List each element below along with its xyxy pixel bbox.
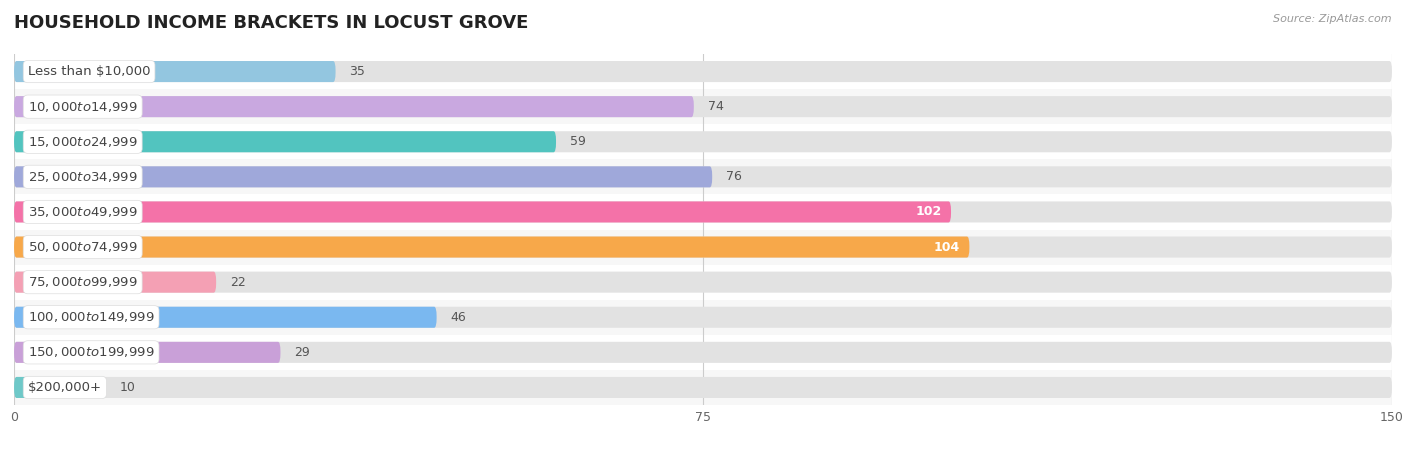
Text: $100,000 to $149,999: $100,000 to $149,999	[28, 310, 155, 324]
Text: 102: 102	[915, 206, 942, 218]
FancyBboxPatch shape	[14, 61, 336, 82]
Text: Source: ZipAtlas.com: Source: ZipAtlas.com	[1274, 14, 1392, 23]
Bar	[14, 300, 1392, 335]
Text: $25,000 to $34,999: $25,000 to $34,999	[28, 170, 138, 184]
Bar	[14, 54, 1392, 89]
Text: 22: 22	[231, 276, 246, 288]
FancyBboxPatch shape	[14, 96, 1392, 117]
Text: $10,000 to $14,999: $10,000 to $14,999	[28, 99, 138, 114]
Text: Less than $10,000: Less than $10,000	[28, 65, 150, 78]
FancyBboxPatch shape	[14, 342, 1392, 363]
FancyBboxPatch shape	[14, 237, 969, 257]
FancyBboxPatch shape	[14, 307, 1392, 328]
Text: 35: 35	[349, 65, 366, 78]
Bar	[14, 159, 1392, 194]
Text: 29: 29	[294, 346, 309, 359]
Text: 74: 74	[707, 100, 724, 113]
FancyBboxPatch shape	[14, 377, 105, 398]
FancyBboxPatch shape	[14, 342, 280, 363]
FancyBboxPatch shape	[14, 131, 1392, 152]
Text: 104: 104	[934, 241, 960, 253]
Bar	[14, 230, 1392, 265]
Text: $15,000 to $24,999: $15,000 to $24,999	[28, 135, 138, 149]
Text: $200,000+: $200,000+	[28, 381, 101, 394]
Bar	[14, 335, 1392, 370]
Bar	[14, 265, 1392, 300]
FancyBboxPatch shape	[14, 131, 555, 152]
Text: $150,000 to $199,999: $150,000 to $199,999	[28, 345, 155, 360]
FancyBboxPatch shape	[14, 272, 1392, 292]
FancyBboxPatch shape	[14, 307, 437, 328]
Text: $35,000 to $49,999: $35,000 to $49,999	[28, 205, 138, 219]
FancyBboxPatch shape	[14, 237, 1392, 257]
Text: 76: 76	[725, 171, 742, 183]
Text: 59: 59	[569, 135, 586, 148]
Bar	[14, 370, 1392, 405]
FancyBboxPatch shape	[14, 272, 217, 292]
FancyBboxPatch shape	[14, 166, 1392, 187]
Bar	[14, 124, 1392, 159]
FancyBboxPatch shape	[14, 166, 713, 187]
FancyBboxPatch shape	[14, 202, 950, 222]
Bar	[14, 194, 1392, 230]
FancyBboxPatch shape	[14, 202, 1392, 222]
Bar	[14, 89, 1392, 124]
Text: $75,000 to $99,999: $75,000 to $99,999	[28, 275, 138, 289]
Text: HOUSEHOLD INCOME BRACKETS IN LOCUST GROVE: HOUSEHOLD INCOME BRACKETS IN LOCUST GROV…	[14, 14, 529, 32]
FancyBboxPatch shape	[14, 96, 693, 117]
FancyBboxPatch shape	[14, 61, 1392, 82]
FancyBboxPatch shape	[14, 377, 1392, 398]
Text: 46: 46	[450, 311, 467, 324]
Text: 10: 10	[120, 381, 135, 394]
Text: $50,000 to $74,999: $50,000 to $74,999	[28, 240, 138, 254]
